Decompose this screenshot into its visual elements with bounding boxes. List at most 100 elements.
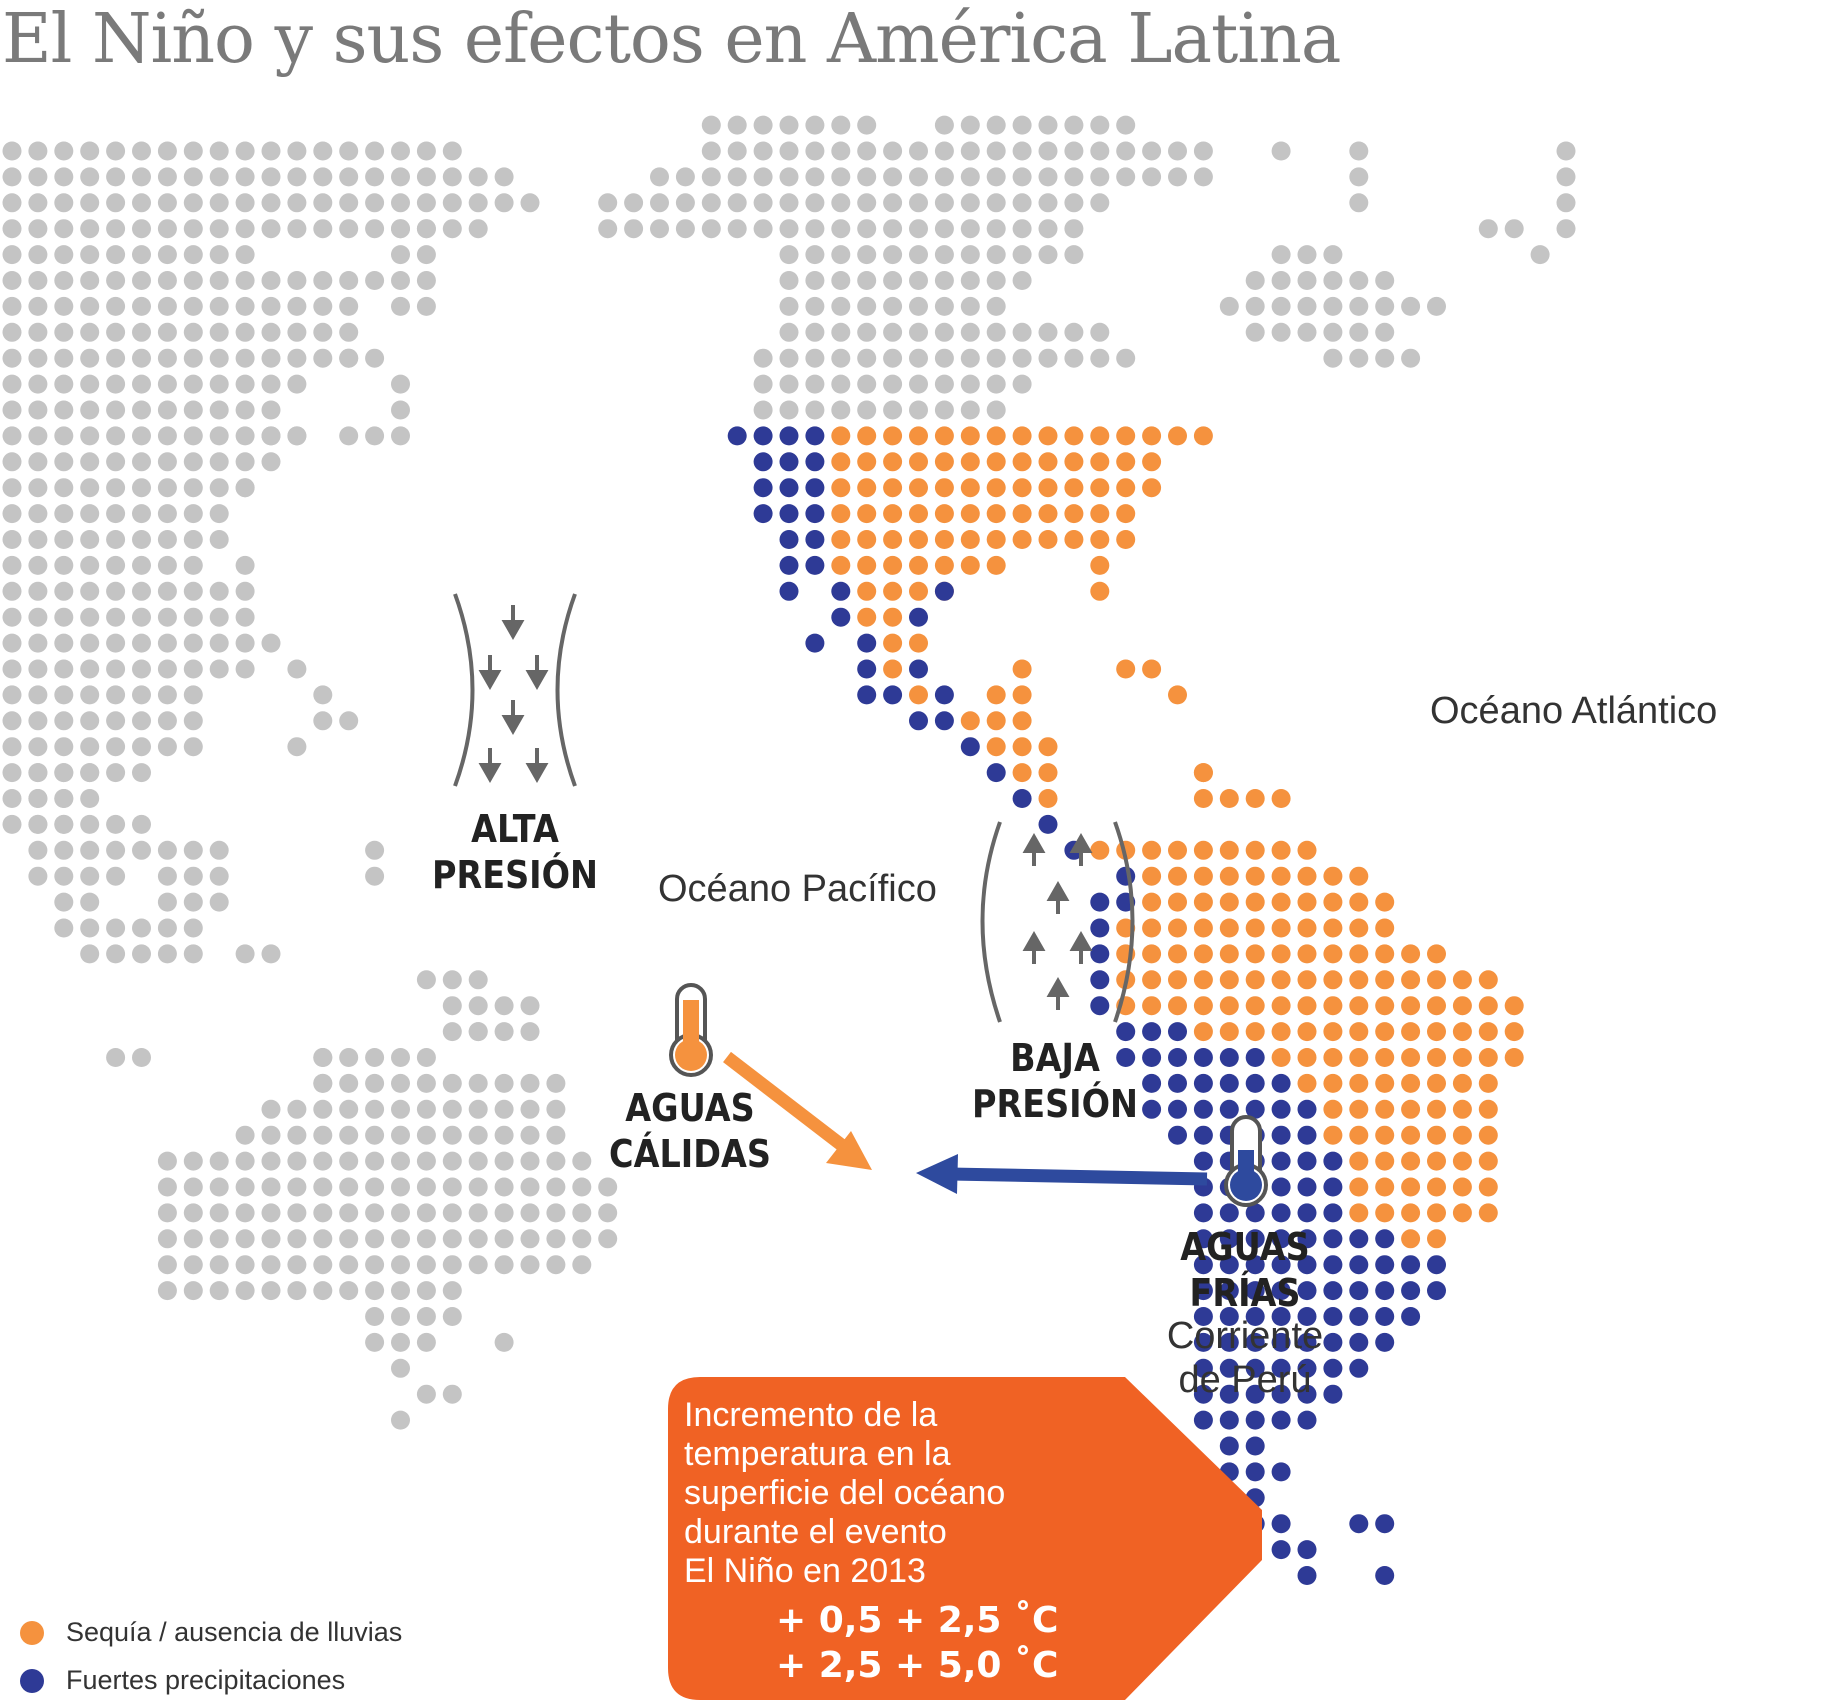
drought-dot xyxy=(1193,840,1213,860)
land-dot-north-america xyxy=(779,219,799,239)
drought-dot xyxy=(1168,996,1187,1016)
land-dot-australia xyxy=(391,1099,410,1119)
drought-dot xyxy=(1401,1048,1421,1067)
land-dot-north-america xyxy=(831,115,851,135)
drought-dot xyxy=(1142,426,1162,446)
land-dot-north-america xyxy=(831,245,851,265)
drought-dot xyxy=(1349,996,1369,1016)
drought-dot xyxy=(857,452,877,472)
land-dot-north-america xyxy=(753,167,773,187)
land-dot-australia xyxy=(261,1255,281,1275)
drought-dot xyxy=(1349,1099,1369,1119)
land-dot-asia xyxy=(80,400,100,420)
land-dot-arctic xyxy=(1323,348,1343,368)
land-dot-arctic xyxy=(1297,245,1317,265)
drought-dot xyxy=(1038,737,1058,757)
land-dot-australia xyxy=(235,1203,255,1223)
drought-dot xyxy=(1349,1203,1369,1223)
drought-dot xyxy=(1245,944,1265,964)
land-dot-north-america xyxy=(701,141,721,161)
land-dot-asia xyxy=(106,659,126,679)
drought-dot xyxy=(1349,1048,1369,1067)
land-dot-asia xyxy=(106,193,126,213)
rain-dot xyxy=(1142,1022,1162,1042)
land-dot-arctic xyxy=(1375,296,1395,316)
land-dot-north-america xyxy=(934,348,954,368)
land-dot-asia xyxy=(313,296,333,316)
land-dot-north-america xyxy=(960,245,980,265)
drought-dot xyxy=(831,530,851,549)
rain-dot xyxy=(1375,1514,1395,1534)
land-dot-asia xyxy=(54,322,74,342)
rain-dot xyxy=(1219,1255,1239,1275)
land-dot-asia xyxy=(339,219,359,239)
drought-dot xyxy=(1271,1048,1291,1067)
land-dot-asia xyxy=(28,296,48,316)
drought-dot xyxy=(909,581,928,601)
land-dot-asia xyxy=(28,348,48,368)
rain-dot xyxy=(1245,1281,1265,1301)
land-dot-asia-islands xyxy=(132,1048,151,1067)
land-dot-asia xyxy=(261,452,281,472)
land-dot-asia xyxy=(157,426,177,446)
land-dot-asia xyxy=(28,219,48,239)
drought-dot xyxy=(883,633,903,653)
land-dot-north-america xyxy=(1012,219,1032,239)
rain-dot xyxy=(1038,814,1058,834)
drought-dot xyxy=(1271,840,1291,860)
land-dot-asia-islands xyxy=(416,219,436,239)
land-dot-asia xyxy=(132,581,151,601)
land-dot-asia-islands xyxy=(520,1022,540,1042)
drought-dot xyxy=(1193,944,1213,964)
land-dot-north-america xyxy=(1038,348,1058,368)
rain-dot xyxy=(805,504,825,524)
land-dot-australia xyxy=(494,1099,514,1119)
land-dot-asia xyxy=(157,452,177,472)
land-dot-asia xyxy=(28,840,48,860)
land-dot-australia xyxy=(339,1048,359,1067)
low-pressure-icon xyxy=(980,821,1135,1023)
land-dot-asia xyxy=(54,530,74,549)
land-dot-australia xyxy=(313,1048,333,1067)
land-dot-arctic xyxy=(1401,296,1421,316)
land-dot-asia xyxy=(106,555,126,575)
land-dot-asia xyxy=(261,193,281,213)
land-dot-arctic xyxy=(1323,271,1343,290)
rain-dot xyxy=(857,633,877,653)
land-dot-asia xyxy=(235,193,255,213)
land-dot-north-america xyxy=(960,296,980,316)
land-dot-arctic xyxy=(1219,296,1239,316)
drought-dot xyxy=(1323,1048,1343,1067)
warm-water-arrow xyxy=(723,1051,872,1170)
land-dot-asia xyxy=(209,193,229,213)
land-dot-australia xyxy=(391,1048,410,1067)
land-dot-australia xyxy=(520,1125,540,1145)
land-dot-asia-islands xyxy=(235,581,255,601)
rain-dot xyxy=(1271,1514,1291,1534)
drought-dot xyxy=(883,659,903,679)
land-dot-north-america xyxy=(779,400,799,420)
peru-current-line2: de Perú xyxy=(1178,1359,1312,1401)
land-dots xyxy=(2,115,1576,1430)
land-dot-australia xyxy=(598,1229,618,1249)
drought-dot xyxy=(1504,996,1524,1016)
land-dot-north-america xyxy=(934,245,954,265)
drought-dot xyxy=(1427,1177,1446,1197)
callout-line5: El Niño en 2013 xyxy=(684,1552,926,1590)
land-dot-asia-islands xyxy=(157,892,177,912)
land-dot-north-america xyxy=(1116,115,1136,135)
land-dot-asia xyxy=(209,141,229,161)
drought-dot xyxy=(1323,1073,1343,1093)
rain-dot xyxy=(753,452,773,472)
land-dot-north-america xyxy=(1012,322,1032,342)
drought-dot xyxy=(1116,426,1136,446)
rain-dot xyxy=(727,426,747,446)
rain-dot xyxy=(1193,1099,1213,1119)
land-dot-asia xyxy=(2,426,22,446)
land-dot-asia xyxy=(313,271,333,290)
land-dot-north-america xyxy=(1012,245,1032,265)
rain-dot xyxy=(1219,1332,1239,1352)
land-dot-asia xyxy=(183,296,203,316)
land-dot-asia xyxy=(28,530,48,549)
land-dot-asia-islands xyxy=(365,840,385,860)
